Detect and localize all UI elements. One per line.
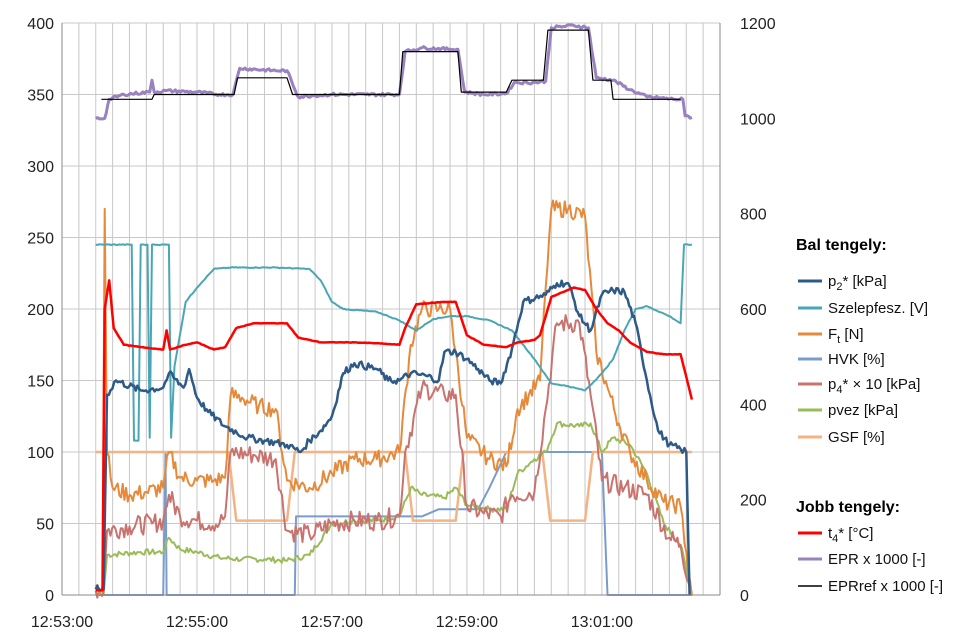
series-line-pvez bbox=[95, 420, 693, 596]
legend-label-main: p bbox=[828, 273, 836, 290]
legend-label-main: Szelepfesz. [V] bbox=[828, 300, 928, 317]
legend-label-subscript: 2 bbox=[836, 281, 842, 293]
y-left-tick-label: 400 bbox=[27, 16, 54, 33]
y-left-tick-label: 350 bbox=[27, 88, 54, 105]
legend-label-rest: * [°C] bbox=[838, 525, 873, 542]
legend-label-subscript: 4 bbox=[832, 533, 838, 545]
series-line-gsf bbox=[95, 450, 692, 522]
y-left-tick-label: 100 bbox=[27, 445, 54, 462]
legend-label-pvez: pvez [kPa] bbox=[828, 402, 898, 419]
legend-label-p2: p2* [kPa] bbox=[828, 273, 887, 293]
legend-label-main: F bbox=[828, 326, 837, 343]
legend-label-main: t bbox=[828, 525, 833, 542]
legend-label-main: p bbox=[828, 376, 836, 393]
legend-label-main: pvez [kPa] bbox=[828, 402, 898, 419]
series-line-epr_ref bbox=[101, 29, 681, 100]
axes: 0 50 100 150 200 250 300 350 400 0 200 400 600 800 100… bbox=[27, 16, 775, 631]
legend-right-axis-title: Jobb tengely: bbox=[796, 499, 900, 516]
legend: Bal tengely:Jobb tengely:p2* [kPa]Szelep… bbox=[796, 237, 943, 595]
series-line-p4 bbox=[94, 314, 693, 599]
grid bbox=[61, 22, 721, 596]
y-right-tick-label: 600 bbox=[740, 302, 767, 319]
legend-label-rest: * × 10 [kPa] bbox=[842, 376, 920, 393]
legend-label-t4: t4* [°C] bbox=[828, 525, 873, 545]
legend-label-epr_ref: EPRref x 1000 [-] bbox=[828, 578, 943, 595]
series-lines bbox=[94, 23, 694, 599]
y-right-tick-label: 200 bbox=[740, 493, 767, 510]
legend-label-main: EPR x 1000 [-] bbox=[828, 551, 926, 568]
y-right-tick-label: 400 bbox=[740, 397, 767, 414]
legend-label-subscript: 4 bbox=[836, 384, 842, 396]
x-tick-label: 12:57:00 bbox=[301, 614, 363, 631]
y-left-tick-label: 150 bbox=[27, 374, 54, 391]
legend-label-gsf: GSF [%] bbox=[828, 429, 885, 446]
legend-label-main: GSF [%] bbox=[828, 429, 885, 446]
series-line-epr bbox=[95, 23, 693, 121]
series-line-p2 bbox=[94, 279, 691, 596]
legend-left-axis-title: Bal tengely: bbox=[796, 237, 887, 254]
y-right-tick-label: 1200 bbox=[740, 16, 776, 33]
y-right-tick-label: 0 bbox=[740, 588, 749, 605]
x-tick-label: 12:53:00 bbox=[31, 614, 93, 631]
y-right-tick-label: 800 bbox=[740, 207, 767, 224]
series-line-ft bbox=[95, 199, 693, 596]
y-left-tick-label: 300 bbox=[27, 159, 54, 176]
legend-label-p4: p4* × 10 [kPa] bbox=[828, 376, 920, 396]
x-tick-label: 13:01:00 bbox=[571, 614, 633, 631]
x-tick-label: 12:59:00 bbox=[436, 614, 498, 631]
y-right-tick-label: 1000 bbox=[740, 111, 776, 128]
series-line-szelep bbox=[95, 243, 693, 442]
legend-label-rest: * [kPa] bbox=[842, 273, 886, 290]
series-line-hvk bbox=[95, 451, 692, 596]
legend-label-ft: Ft [N] bbox=[828, 326, 864, 346]
legend-label-rest: [N] bbox=[840, 326, 863, 343]
series-line-t4 bbox=[95, 279, 694, 592]
legend-label-main: EPRref x 1000 [-] bbox=[828, 578, 943, 595]
legend-label-szelep: Szelepfesz. [V] bbox=[828, 300, 928, 317]
legend-label-main: HVK [%] bbox=[828, 351, 885, 368]
y-left-tick-label: 200 bbox=[27, 302, 54, 319]
legend-label-subscript: t bbox=[837, 334, 840, 346]
legend-label-hvk: HVK [%] bbox=[828, 351, 885, 368]
legend-label-epr: EPR x 1000 [-] bbox=[828, 551, 926, 568]
x-tick-label: 12:55:00 bbox=[166, 614, 228, 631]
y-left-tick-label: 0 bbox=[45, 588, 54, 605]
y-left-tick-label: 50 bbox=[36, 517, 54, 534]
y-left-tick-label: 250 bbox=[27, 231, 54, 248]
